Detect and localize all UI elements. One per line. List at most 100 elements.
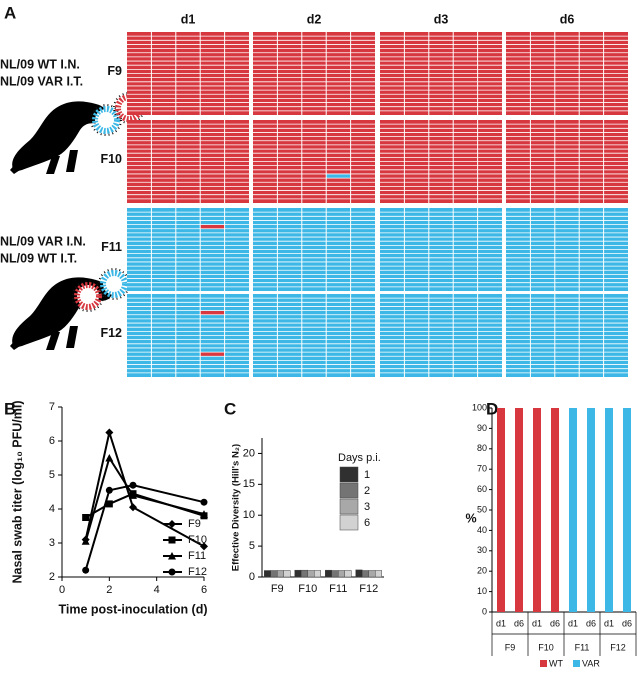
legend-text: NL/09 VAR I.T. — [0, 74, 83, 88]
legend-swatch — [573, 660, 580, 667]
x-tick-label: F10 — [298, 583, 317, 595]
y-tick-label: 15 — [243, 478, 255, 490]
marker-circle — [129, 481, 137, 489]
column-header: d6 — [560, 12, 575, 26]
minor-clone — [200, 352, 225, 357]
y-tick-label: 60 — [477, 484, 487, 494]
bar-segment — [551, 408, 559, 612]
y-axis-label: Nasal swab titer (log₁₀ PFU/ml) — [10, 400, 24, 583]
legend-title: Days p.i. — [338, 452, 381, 464]
column-header: d2 — [307, 12, 322, 26]
legend-swatch — [339, 466, 359, 483]
bar-segment — [497, 408, 505, 612]
y-tick-label: 6 — [49, 435, 55, 447]
bar — [355, 569, 363, 578]
bar-segment — [605, 408, 613, 612]
ferret-tail — [10, 322, 48, 350]
x-tick-label: d6 — [514, 618, 524, 628]
y-tick-label: 2 — [49, 571, 55, 583]
group-label: F12 — [610, 642, 626, 652]
y-tick-label: 20 — [477, 566, 487, 576]
bar-segment — [587, 408, 595, 612]
marker-diamond — [200, 542, 208, 551]
row-label: F11 — [101, 240, 122, 254]
legend-label: F10 — [188, 534, 207, 546]
ferret-tail — [10, 146, 48, 174]
marker-circle — [200, 498, 208, 506]
marker-triangle — [200, 510, 208, 518]
bar — [325, 569, 332, 578]
bar — [270, 570, 278, 578]
marker-circle — [82, 566, 90, 574]
legend-swatch — [339, 514, 359, 531]
y-tick-label: 10 — [477, 586, 487, 596]
y-tick-label: 0 — [482, 606, 487, 616]
column-header: d1 — [181, 12, 196, 26]
y-tick-label: 0 — [249, 571, 255, 583]
bar — [368, 570, 376, 578]
x-tick-label: d6 — [550, 618, 560, 628]
bar — [362, 570, 369, 578]
series-line — [84, 428, 205, 548]
row-label: F9 — [107, 64, 122, 78]
group-label: F9 — [505, 642, 516, 652]
y-tick-label: 40 — [477, 525, 487, 535]
panel-label: C — [224, 399, 236, 418]
bar — [277, 570, 284, 578]
series-line — [84, 455, 205, 542]
x-tick-label: 0 — [59, 584, 65, 596]
minor-clone — [326, 173, 351, 179]
legend-label: WT — [549, 658, 563, 668]
bar — [338, 570, 345, 578]
legend-text: NL/09 WT I.T. — [0, 251, 77, 265]
legend-swatch — [339, 498, 359, 515]
virus-spikes — [72, 280, 104, 312]
y-tick-label: 100 — [472, 402, 487, 412]
marker-triangle — [105, 454, 114, 462]
virus-icon — [100, 270, 128, 298]
legend-label: 3 — [364, 501, 370, 513]
marker-triangle — [81, 537, 90, 545]
y-tick-label: 50 — [477, 504, 487, 514]
legend-text: NL/09 VAR I.N. — [0, 234, 86, 248]
ferret-legs — [46, 150, 78, 174]
bar-segment — [533, 408, 541, 612]
bar — [283, 570, 291, 578]
y-tick-label: 4 — [49, 503, 55, 515]
y-tick-label: 70 — [477, 464, 487, 474]
legend-label: F9 — [188, 518, 201, 530]
bar-segment — [515, 408, 523, 612]
y-axis-label: % — [465, 511, 476, 525]
y-tick-label: 5 — [249, 540, 255, 552]
y-tick-label: 7 — [49, 401, 55, 413]
virus-icons — [72, 268, 130, 312]
marker-square — [105, 500, 113, 508]
bar — [375, 570, 382, 578]
legend-label: F11 — [188, 550, 206, 562]
x-tick-label: 6 — [201, 584, 207, 596]
panel-label: B — [4, 399, 16, 418]
panel-label: A — [4, 3, 16, 22]
bar — [264, 570, 271, 578]
legend-swatch — [540, 660, 547, 667]
x-tick-label: d1 — [568, 618, 578, 628]
virus-icon — [92, 106, 120, 134]
y-tick-label: 5 — [49, 469, 55, 481]
y-tick-label: 3 — [49, 537, 55, 549]
legend-label: 2 — [364, 485, 370, 497]
y-axis-label: Effective Diversity (Hill's N₂) — [231, 444, 242, 571]
row-label: F10 — [100, 152, 122, 166]
y-tick-label: 90 — [477, 423, 487, 433]
legend-text: NL/09 WT I.N. — [0, 57, 80, 71]
marker-triangle — [129, 491, 137, 499]
x-axis-label: Time post-inoculation (d) — [58, 602, 207, 616]
marker-diamond — [168, 520, 176, 528]
group-label: F11 — [575, 642, 590, 652]
x-tick-label: d6 — [586, 618, 596, 628]
marker-circle — [168, 568, 176, 576]
column-header: d3 — [434, 12, 449, 26]
legend-label: 6 — [364, 517, 370, 529]
bar-segment — [623, 408, 631, 612]
row-label: F12 — [100, 326, 122, 340]
marker-square — [82, 514, 90, 521]
